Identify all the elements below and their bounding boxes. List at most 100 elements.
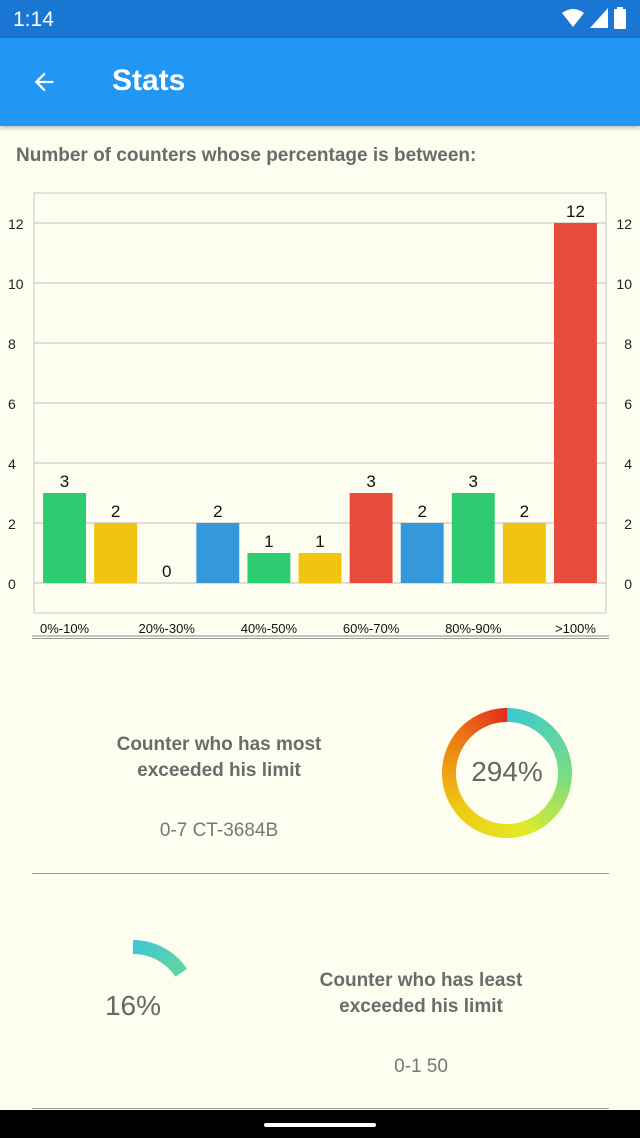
cell-signal-icon — [590, 8, 608, 28]
ring-segment — [472, 715, 484, 730]
ring-segment — [448, 795, 463, 806]
bar-value-label: 2 — [111, 502, 120, 521]
ring-segment — [524, 711, 534, 727]
divider — [32, 873, 609, 874]
ring-segment — [162, 952, 175, 967]
ring-segment — [445, 788, 460, 798]
bar-value-label: 3 — [60, 472, 69, 491]
y-tick-label-right: 4 — [624, 456, 632, 472]
ring-segment — [514, 708, 521, 724]
bar — [400, 523, 444, 583]
most-exceeded-title-line1: Counter who has most — [116, 734, 322, 755]
bar — [553, 223, 597, 583]
bar — [247, 553, 291, 583]
ring-segment — [453, 732, 467, 745]
home-handle[interactable] — [264, 1123, 376, 1127]
x-tick-label: 60%-70% — [343, 621, 400, 636]
y-tick-label-left: 4 — [8, 456, 16, 472]
bar-value-label: 12 — [566, 202, 585, 221]
ring-segment — [465, 811, 478, 826]
ring-segment — [552, 792, 568, 802]
least-exceeded-ring — [62, 934, 204, 1076]
most-exceeded-percent: 294% — [471, 756, 543, 787]
ring-segment — [493, 822, 500, 838]
least-exceeded-title-line1: Counter who has least — [319, 970, 523, 991]
ring-segment — [547, 732, 562, 745]
bar — [196, 523, 240, 583]
ring-segment — [143, 941, 152, 957]
most-exceeded-title-line2: exceeded his limit — [137, 760, 301, 781]
ring-segment — [445, 748, 460, 758]
ring-segment — [452, 801, 467, 814]
bar — [94, 523, 138, 583]
ring-segment — [446, 744, 462, 754]
wifi-icon — [562, 9, 584, 27]
ring-segment — [493, 708, 501, 724]
bar-value-label: 1 — [264, 532, 273, 551]
status-time: 1:14 — [13, 8, 54, 31]
ring-segment — [455, 729, 470, 742]
ring-segment — [465, 720, 478, 734]
ring-segment — [533, 814, 546, 829]
ring-segment — [549, 798, 564, 810]
x-tick-label: 80%-90% — [445, 621, 502, 636]
ring-segment — [530, 715, 542, 730]
most-exceeded-ring-graphic — [442, 708, 572, 838]
bar — [298, 553, 342, 583]
ring-segment — [524, 819, 534, 835]
ring-segment — [544, 729, 559, 742]
y-tick-label-right: 0 — [624, 576, 632, 592]
page-title: Stats — [112, 64, 186, 97]
y-tick-label-left: 6 — [8, 396, 16, 412]
ring-segment — [140, 940, 147, 956]
least-exceeded-counter: 0-1 50 — [394, 1056, 448, 1077]
ring-segment — [150, 943, 160, 959]
status-bar: 1:14 — [0, 0, 640, 38]
ring-segment — [450, 798, 465, 810]
ring-segment — [542, 726, 556, 740]
least-exceeded-title: Counter who has least exceeded his limit — [262, 968, 580, 1020]
bar-value-label: 2 — [520, 502, 529, 521]
ring-segment — [173, 964, 188, 977]
bar-value-label: 3 — [366, 472, 375, 491]
most-exceeded-title: Counter who has most exceeded his limit — [60, 732, 378, 784]
y-tick-label-left: 0 — [8, 576, 16, 592]
most-exceeded-ring — [436, 702, 578, 844]
ring-segment — [536, 812, 549, 826]
ring-segment — [554, 748, 569, 758]
ring-segment — [448, 740, 463, 751]
y-tick-label-left: 12 — [8, 216, 24, 232]
bar-value-label: 3 — [469, 472, 478, 491]
y-tick-label-left: 2 — [8, 516, 16, 532]
ring-segment — [468, 814, 481, 829]
x-tick-label: >100% — [555, 621, 596, 636]
ring-segment — [472, 816, 484, 831]
bar — [349, 493, 393, 583]
ring-segment — [458, 806, 472, 820]
bar — [451, 493, 495, 583]
y-tick-label-right: 10 — [616, 276, 632, 292]
bar — [43, 493, 87, 583]
least-exceeded-percent: 16% — [104, 990, 162, 1021]
ring-segment — [446, 791, 462, 802]
ring-segment — [153, 945, 164, 961]
status-icons — [562, 7, 626, 29]
ring-segment — [480, 711, 490, 727]
bar-chart: 0 0 2 2 4 4 6 6 8 8 10 10 12 12 3 2 0 2 1 1 3 2 3 2 12 0%-10% 20%-… — [8, 192, 632, 637]
ring-segment — [513, 822, 521, 838]
ring-segment — [468, 717, 481, 732]
app-bar: Stats — [0, 38, 640, 126]
ring-segment — [480, 819, 490, 835]
x-tick-label: 20%-30% — [139, 621, 196, 636]
ring-segment — [484, 710, 494, 726]
bar-value-label: 2 — [213, 502, 222, 521]
arrow-back-icon — [34, 72, 54, 92]
back-button[interactable] — [22, 60, 66, 104]
ring-segment — [554, 788, 569, 798]
ring-segment — [552, 744, 568, 755]
y-tick-label-right: 6 — [624, 396, 632, 412]
ring-segment — [488, 821, 497, 837]
ring-segment — [461, 809, 475, 823]
ring-segment — [484, 820, 493, 836]
bar — [502, 523, 546, 583]
